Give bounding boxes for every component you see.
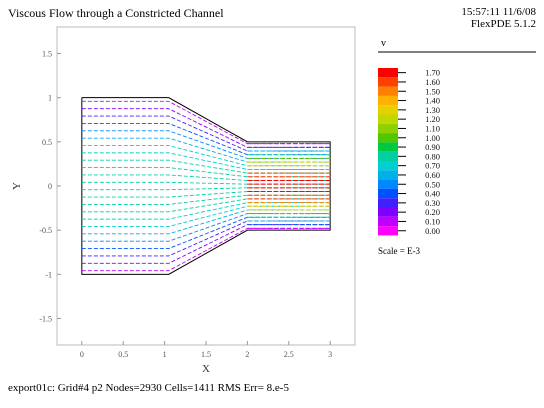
- y-tick-label: 1: [48, 94, 52, 103]
- timestamp: 15:57:11 11/6/08: [461, 6, 536, 18]
- legend-scale-note: Scale = E-3: [378, 246, 421, 256]
- y-tick-label: 1.5: [42, 50, 52, 59]
- legend-level-label: 0.90: [425, 142, 440, 152]
- legend-level-label: 0.60: [425, 170, 440, 180]
- legend-level-label: 1.30: [425, 105, 440, 115]
- legend-swatch: [378, 142, 398, 152]
- legend-level-label: 0.10: [425, 216, 440, 226]
- legend-swatch: [378, 95, 398, 106]
- legend-swatch: [378, 170, 398, 180]
- legend-level-label: 0.40: [425, 189, 440, 199]
- legend-swatch: [378, 216, 398, 227]
- streamline: [81, 216, 331, 250]
- domain-boundary: [81, 97, 331, 275]
- x-tick-label: 0: [80, 350, 84, 359]
- legend-swatch: [378, 207, 398, 217]
- legend-swatch: [378, 188, 398, 199]
- legend-level-label: 0.00: [425, 226, 440, 236]
- legend-level-label: 1.00: [425, 133, 440, 143]
- legend-level-label: 1.10: [425, 123, 440, 133]
- streamline: [81, 145, 331, 167]
- timestamp-version: 15:57:11 11/6/08 FlexPDE 5.1.2: [461, 6, 536, 30]
- streamline: [81, 100, 331, 145]
- streamline: [81, 108, 331, 148]
- legend-level-label: 0.80: [425, 151, 440, 161]
- legend-swatch: [378, 86, 398, 96]
- legend-swatch: [378, 105, 398, 115]
- legend-swatch: [378, 123, 398, 134]
- legend-level-label: 0.20: [425, 207, 440, 217]
- streamline: [81, 115, 331, 152]
- x-tick-label: 0.5: [118, 350, 128, 359]
- legend-swatch: [378, 179, 398, 189]
- legend-level-label: 1.60: [425, 77, 440, 87]
- y-tick-label: -1: [45, 270, 52, 279]
- status-footer: export01c: Grid#4 p2 Nodes=2930 Cells=14…: [8, 382, 289, 394]
- x-axis-label: X: [202, 363, 210, 375]
- streamline: [81, 227, 331, 272]
- x-tick-label: 3: [328, 350, 332, 359]
- legend-level-label: 1.20: [425, 114, 440, 124]
- x-tick-label: 1: [163, 350, 167, 359]
- legend-swatch: [378, 226, 398, 236]
- y-axis-label: Y: [11, 182, 23, 190]
- legend-swatch: [378, 77, 398, 87]
- y-tick-label: -0.5: [39, 226, 52, 235]
- streamline: [81, 202, 331, 220]
- legend-level-label: 1.50: [425, 86, 440, 96]
- legend-level-label: 0.50: [425, 179, 440, 189]
- streamline: [81, 152, 331, 170]
- legend-level-label: 0.70: [425, 161, 440, 171]
- y-tick-label: -1.5: [39, 315, 52, 324]
- y-tick-label: 0: [48, 182, 52, 191]
- y-tick-label: 0.5: [42, 138, 52, 147]
- legend-level-label: 1.70: [425, 68, 440, 78]
- streamline: [81, 205, 331, 227]
- legend-variable-name: v: [381, 38, 386, 49]
- x-tick-label: 1.5: [201, 350, 211, 359]
- streamline: [81, 174, 331, 181]
- streamline: [81, 191, 331, 198]
- legend-swatch: [378, 114, 398, 124]
- software-version: FlexPDE 5.1.2: [470, 18, 536, 30]
- x-tick-label: 2: [245, 350, 249, 359]
- streamline: [81, 220, 331, 257]
- legend-swatch: [378, 161, 398, 171]
- legend-swatch: [378, 68, 398, 78]
- legend-level-label: 1.40: [425, 96, 440, 106]
- legend-swatch: [378, 151, 398, 161]
- legend-swatch: [378, 133, 398, 143]
- chart-title: Viscous Flow through a Constricted Chann…: [8, 6, 224, 20]
- plot-frame: [56, 26, 356, 346]
- legend-level-label: 0.30: [425, 198, 440, 208]
- streamline: [81, 122, 331, 156]
- x-tick-label: 2.5: [284, 350, 294, 359]
- legend-swatch: [378, 198, 398, 208]
- streamline: [81, 224, 331, 264]
